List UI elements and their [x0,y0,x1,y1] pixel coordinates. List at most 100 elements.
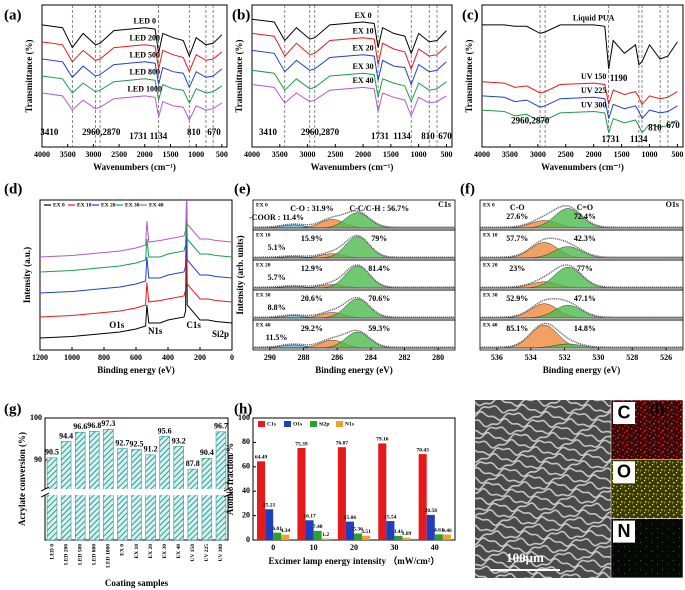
series-label: EX 40 [353,76,374,85]
y-axis-label: Transmittance (%) [234,39,244,112]
break-mark [40,486,50,492]
x-tick-label: 280 [432,353,444,362]
fitted-peak [253,331,455,349]
spectrum-line [39,199,233,273]
sem-wrinkle [475,523,611,534]
x-tick-label: 286 [331,353,343,362]
spectrum-line [251,18,447,55]
value-label: 57.7% [506,234,528,243]
value-label: 93.2 [172,436,186,445]
x-tick-label: 3000 [85,150,101,159]
panel-label: (e) [234,181,251,197]
series-label: UV 225 [581,86,606,95]
x-tick-label: 4000 [474,150,490,159]
y-axis-label: Intensity (arb. units) [235,235,245,314]
bar [394,535,403,540]
bar [321,538,330,540]
bar [362,535,371,540]
x-tick-label: LED 200 [63,544,69,565]
value-label: 15.54 [384,514,397,520]
panel-label: (c) [462,7,479,23]
bar [313,530,322,540]
panel-label: (f) [460,181,475,197]
x-axis-label: Binding energy (eV) [97,365,175,375]
bar [265,509,274,540]
break-mark [223,486,233,492]
x-tick-label: 1200 [32,353,48,362]
spectrum-line [39,207,233,339]
fitted-peak [480,246,683,259]
x-tick-label: 500 [671,150,683,159]
value-label: 4.61 [434,528,444,534]
peak-annotation: 3410 [259,127,278,137]
subplot-name: EX 10 [256,232,271,238]
value-label: 5.7% [268,273,286,282]
core-level-label: O1s [666,200,679,209]
peak-annotation: Si2p [212,329,229,339]
fitted-peak [253,265,455,289]
x-tick-label: 530 [592,353,604,362]
core-level-label: C1s [438,200,451,209]
bar [418,454,427,540]
value-label: 7.48 [313,524,323,530]
peak-annotation: 2960,2870 [82,127,121,137]
sem-wrinkle [475,424,611,436]
bar [281,534,290,540]
value-label: 14.8% [574,324,596,333]
peak-name: C=O [577,203,594,212]
bar [145,454,156,541]
fitted-peak [253,212,455,229]
x-tick-label: UV 300 [218,544,224,562]
sem-wrinkle [475,487,611,499]
subplot-name: EX 40 [483,322,498,328]
bar [434,534,443,540]
x-tick-label: 1500 [614,150,630,159]
envelope [253,296,455,318]
peak-annotation: 1134 [393,131,411,141]
value-label: 11.5% [266,333,288,342]
bar [89,431,100,541]
value-label: 52.9% [506,294,528,303]
sem-wrinkle [475,410,611,422]
sem-wrinkle [475,515,611,527]
bar [345,521,354,540]
element-label: C [618,402,631,422]
panel-label: (g) [4,401,22,417]
envelope [480,264,683,288]
sem-wrinkle [475,502,611,513]
envelope [480,237,683,258]
spectrum-line [481,95,678,120]
peak-annotation: 1190 [610,73,628,83]
legend-swatch [258,421,265,427]
x-tick-label: LED 0 [49,544,55,560]
envelope [253,234,455,258]
spectrum-line [41,58,223,89]
x-axis-label: Wavenumbers (cm⁻¹) [311,162,394,172]
value-label: -COOR : 11.4% [249,213,304,222]
bar [257,461,266,540]
value-label: 92.5 [130,439,144,448]
value-label: 92.7 [115,438,129,447]
y-tick-label: 80 [242,437,250,446]
value-label: 20.6% [301,294,323,303]
plot-frame [481,4,684,148]
x-tick-label: EX 10 [134,544,140,559]
sem-wrinkle [475,459,611,471]
x-tick-label: 500 [440,150,452,159]
spectrum-line [251,32,447,71]
x-tick-label: 1500 [162,150,178,159]
spectrum-line [481,109,678,134]
value-label: 29.2% [301,324,323,333]
bar [215,431,227,541]
x-tick-label: 30 [390,543,398,552]
envelope [253,210,455,228]
peak-annotation: 2960,2870 [511,116,550,126]
x-axis-label: Binding energy (eV) [543,365,621,375]
value-label: 76.07 [336,440,349,446]
bar [187,468,199,541]
y-tick-label: 100 [30,413,42,422]
sem-wrinkle [475,438,611,450]
x-tick-label: 3500 [502,150,518,159]
x-tick-label: UV 150 [190,544,196,562]
